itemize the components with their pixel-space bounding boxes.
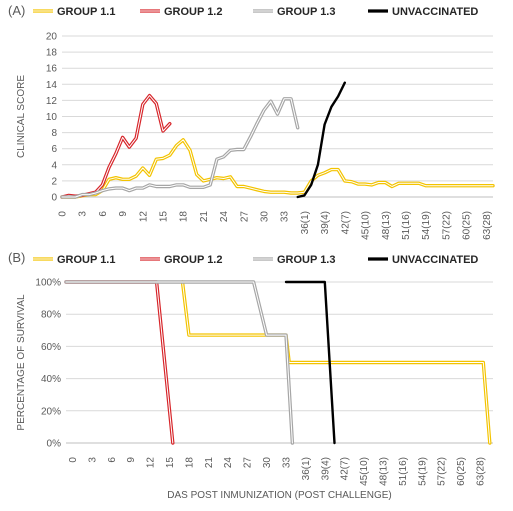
chart-panel-1: (A) GROUP 1.1 GROUP 1.2 GROUP 1.3 UNVACCINAT… (8, 3, 495, 240)
series-line-highlight (182, 281, 491, 444)
series-line-group-1-2 (64, 280, 175, 445)
x-tick-label: 33 (280, 211, 291, 223)
y-tick-label: 20 (46, 32, 58, 43)
y-axis-title: CLINICAL SCORE (16, 75, 27, 158)
legend-label: GROUP 1.3 (277, 254, 336, 266)
y-tick-label: 12 (46, 96, 58, 107)
series-line-highlight (61, 98, 299, 198)
x-tick-label: 54(19) (417, 457, 428, 486)
x-tick-label: 0 (58, 211, 69, 217)
x-tick-label: 36(1) (300, 211, 311, 234)
series-line-highlight (65, 281, 174, 444)
x-tick-label: 51(16) (401, 211, 412, 240)
x-tick-label: 48(13) (379, 457, 390, 486)
x-tick-label: 45(10) (359, 457, 370, 486)
x-tick-label: 42(7) (340, 457, 351, 480)
x-tick-label: 57(22) (441, 211, 452, 240)
x-axis-title: DAS POST INMUNIZATION (POST CHALLENGE) (167, 490, 391, 501)
x-tick-label: 51(16) (398, 457, 409, 486)
legend-label: UNVACCINATED (392, 6, 478, 18)
y-tick-label: 0% (47, 439, 62, 450)
y-tick-label: 6 (51, 144, 57, 155)
x-tick-label: 27 (243, 457, 254, 469)
panel-label: (B) (8, 250, 25, 265)
x-tick-label: 63(28) (476, 457, 487, 486)
series-line-highlight (61, 95, 171, 198)
legend-label: GROUP 1.1 (57, 254, 116, 266)
x-tick-label: 15 (165, 457, 176, 469)
legend-label: UNVACCINATED (392, 254, 478, 266)
x-tick-label: 3 (78, 211, 89, 217)
x-tick-label: 24 (223, 457, 234, 469)
y-tick-label: 40% (41, 374, 61, 385)
x-tick-label: 24 (219, 211, 230, 223)
series-line-unvaccinated (284, 280, 336, 445)
series-line-unvaccinated (296, 81, 346, 199)
x-tick-label: 30 (262, 457, 273, 469)
x-tick-label: 9 (118, 211, 129, 217)
y-tick-label: 2 (51, 176, 57, 187)
legend-label: GROUP 1.3 (277, 6, 336, 18)
legend-label: GROUP 1.2 (164, 254, 223, 266)
y-tick-label: 100% (35, 278, 61, 289)
x-tick-label: 33 (281, 457, 292, 469)
x-tick-label: 9 (126, 457, 137, 463)
x-tick-label: 21 (199, 211, 210, 223)
y-tick-label: 20% (41, 406, 61, 417)
x-tick-label: 21 (204, 457, 215, 469)
y-tick-label: 16 (46, 64, 58, 75)
x-tick-label: 0 (68, 457, 79, 463)
series-line-highlight (61, 139, 494, 198)
x-tick-label: 60(25) (456, 457, 467, 486)
y-tick-label: 8 (51, 128, 57, 139)
x-tick-label: 42(7) (340, 211, 351, 234)
x-tick-label: 12 (138, 211, 149, 223)
x-tick-label: 18 (184, 457, 195, 469)
y-tick-label: 4 (51, 160, 57, 171)
series-line-group-1-3 (64, 280, 295, 445)
x-tick-label: 6 (98, 211, 109, 217)
x-tick-label: 54(19) (421, 211, 432, 240)
panel-label: (A) (8, 3, 25, 18)
legend-label: GROUP 1.1 (57, 6, 116, 18)
x-tick-label: 45(10) (361, 211, 372, 240)
legend-label: GROUP 1.2 (164, 6, 223, 18)
y-axis-title: PERCENTAGE OF SURVIVAL (16, 294, 27, 431)
y-tick-label: 10 (46, 112, 58, 123)
x-tick-label: 3 (87, 457, 98, 463)
series-line-highlight (65, 281, 293, 444)
x-tick-label: 27 (239, 211, 250, 223)
x-tick-label: 39(4) (320, 211, 331, 234)
x-tick-label: 48(13) (381, 211, 392, 240)
y-tick-label: 14 (46, 80, 58, 91)
x-tick-label: 60(25) (462, 211, 473, 240)
x-tick-label: 18 (179, 211, 190, 223)
x-tick-label: 39(4) (320, 457, 331, 480)
x-tick-label: 6 (107, 457, 118, 463)
y-tick-label: 80% (41, 310, 61, 321)
x-tick-label: 36(1) (301, 457, 312, 480)
x-tick-label: 30 (260, 211, 271, 223)
y-tick-label: 18 (46, 48, 58, 59)
series-line-group-1-2 (60, 93, 172, 199)
x-tick-label: 57(22) (437, 457, 448, 486)
x-tick-label: 63(28) (482, 211, 493, 240)
x-tick-label: 12 (146, 457, 157, 469)
y-tick-label: 60% (41, 342, 61, 353)
x-tick-label: 15 (159, 211, 170, 223)
chart-panel-2: (B) GROUP 1.1 GROUP 1.2 GROUP 1.3 UNVACCINAT… (8, 250, 493, 501)
y-tick-label: 0 (51, 193, 57, 204)
